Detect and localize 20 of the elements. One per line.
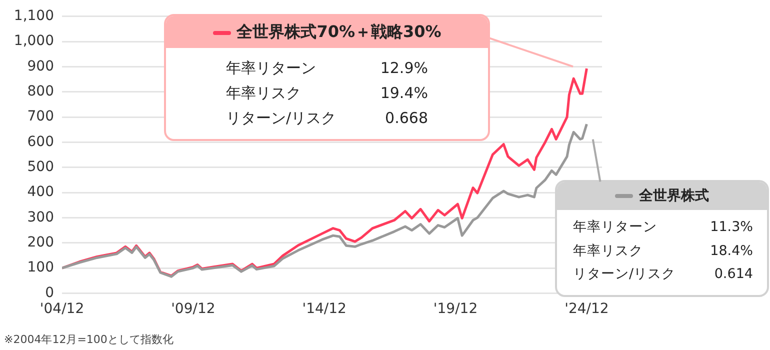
text: ※2004年12月=100として指数化: [4, 332, 174, 347]
y-tick-label: 400: [27, 184, 54, 200]
x-tick-label: '24/12: [564, 301, 609, 318]
x-tick-label: '09/12: [171, 301, 216, 318]
x-tick-label: '19/12: [433, 301, 478, 318]
y-tick-label: 200: [27, 234, 54, 251]
x-tick-label: '14/12: [302, 301, 346, 318]
y-tick-label: 900: [27, 58, 54, 74]
y-tick-label: 500: [27, 159, 54, 176]
x-tick-label: '04/12: [40, 301, 84, 318]
y-tick-label: 600: [27, 134, 54, 150]
y-tick-label: 700: [27, 108, 54, 125]
y-tick-label: 1,100: [14, 8, 54, 24]
y-tick-label: 300: [27, 209, 54, 226]
y-tick-label: 100: [27, 260, 54, 276]
y-tick-label: 0: [45, 284, 54, 301]
legend-label: 全世界株式70%＋戦略30%: [236, 22, 442, 41]
y-tick-label: 800: [27, 84, 54, 100]
legend-label: 全世界株式: [639, 188, 709, 204]
y-tick-label: 1,000: [14, 33, 54, 50]
